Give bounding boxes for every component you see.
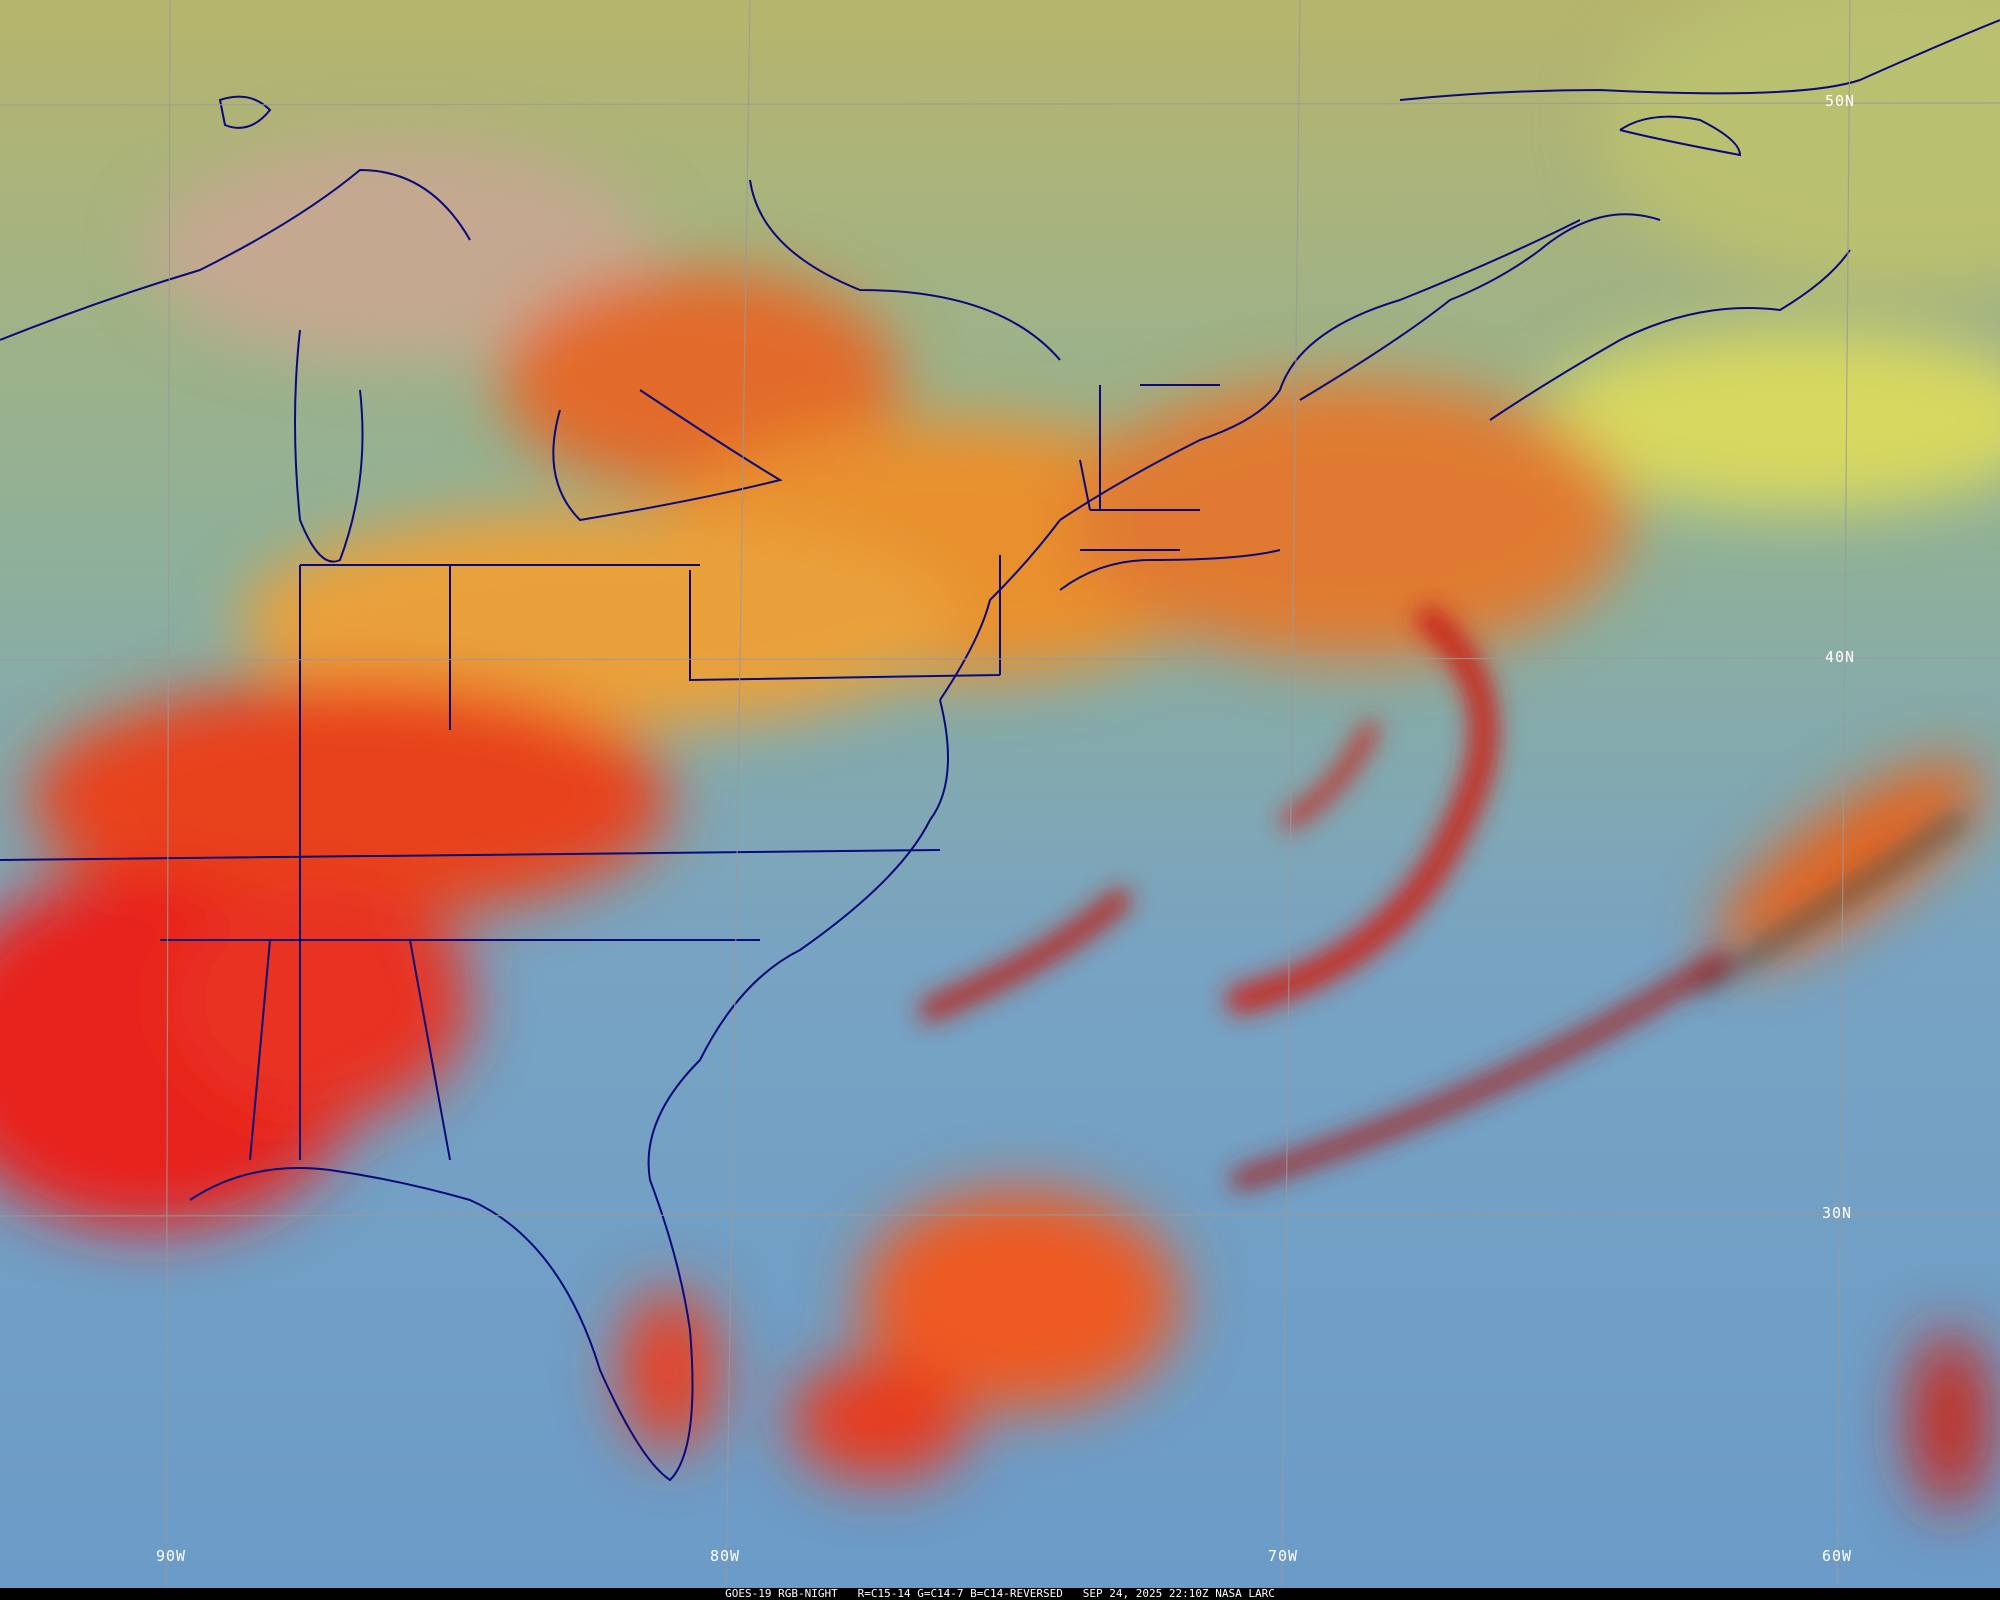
gridline-80w [725,0,751,1588]
lon-label-80w: 80W [710,1547,741,1565]
lon-label-60w: 60W [1822,1547,1853,1565]
lon-label-90w: 90W [156,1547,187,1565]
gridline-50n [0,102,2000,106]
lat-label-30n: 30N [1822,1204,1853,1222]
cloud-bands [919,606,1964,1190]
gridline-40n [0,657,2000,661]
boundaries [0,19,2000,1482]
caption-datetime: SEP 24, 2025 22:10Z [1082,1587,1209,1600]
gridline-60w [1836,0,1851,1588]
caption-satellite: GOES-19 RGB-NIGHT [725,1587,838,1600]
caption-credit: NASA LARC [1215,1587,1275,1600]
caption-bar: GOES-19 RGB-NIGHT R=C15-14 G=C14-7 B=C14… [0,1588,2000,1600]
lat-label-40n: 40N [1825,648,1856,666]
lat-label-50n: 50N [1825,92,1856,110]
gridline-30n [0,1213,2000,1217]
caption-channels: R=C15-14 G=C14-7 B=C14-REVERSED [857,1587,1063,1600]
gridline-70w [1281,0,1301,1588]
gridline-90w [165,0,171,1588]
lon-label-70w: 70W [1268,1547,1299,1565]
